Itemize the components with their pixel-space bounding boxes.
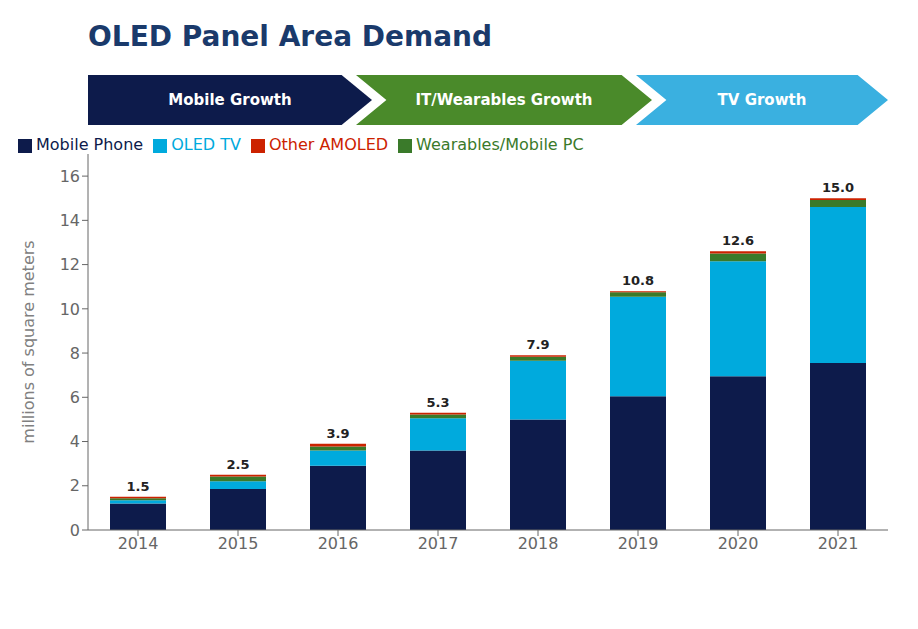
svg-text:millions of square meters: millions of square meters xyxy=(19,240,38,443)
svg-text:0: 0 xyxy=(70,521,80,540)
html-text:IT/Wearables Growth: IT/Wearables Growth xyxy=(415,91,593,109)
svg-text:2021: 2021 xyxy=(818,534,859,553)
svg-text:12.6: 12.6 xyxy=(722,233,754,248)
svg-text:5.3: 5.3 xyxy=(426,395,449,410)
svg-text:8: 8 xyxy=(70,344,80,363)
html-text:Wearables/Mobile PC: Wearables/Mobile PC xyxy=(416,135,584,154)
svg-text:2014: 2014 xyxy=(118,534,159,553)
svg-text:10.8: 10.8 xyxy=(622,273,654,288)
svg-text:6: 6 xyxy=(70,388,80,407)
svg-text:2015: 2015 xyxy=(218,534,259,553)
svg-text:12: 12 xyxy=(60,255,80,274)
svg-text:4: 4 xyxy=(70,432,80,451)
svg-text:2019: 2019 xyxy=(618,534,659,553)
html-text:Mobile Phone: Mobile Phone xyxy=(36,135,144,154)
html-text:OLED Panel Area Demand: OLED Panel Area Demand xyxy=(88,20,493,53)
svg-text:15.0: 15.0 xyxy=(822,180,854,195)
html-text:OLED TV: OLED TV xyxy=(171,135,241,154)
svg-text:3.9: 3.9 xyxy=(326,426,349,441)
svg-text:2018: 2018 xyxy=(518,534,559,553)
svg-text:7.9: 7.9 xyxy=(526,337,549,352)
html-text:TV Growth: TV Growth xyxy=(717,91,807,109)
html-text:Mobile Growth: Mobile Growth xyxy=(168,91,292,109)
svg-text:10: 10 xyxy=(60,300,80,319)
svg-text:2017: 2017 xyxy=(418,534,459,553)
svg-text:2.5: 2.5 xyxy=(226,457,249,472)
html-text:Other AMOLED: Other AMOLED xyxy=(268,135,389,154)
svg-text:1.5: 1.5 xyxy=(126,479,149,494)
svg-text:14: 14 xyxy=(60,211,80,230)
svg-text:2: 2 xyxy=(70,476,80,495)
svg-text:2016: 2016 xyxy=(318,534,359,553)
svg-text:2020: 2020 xyxy=(718,534,759,553)
svg-text:16: 16 xyxy=(60,167,80,186)
